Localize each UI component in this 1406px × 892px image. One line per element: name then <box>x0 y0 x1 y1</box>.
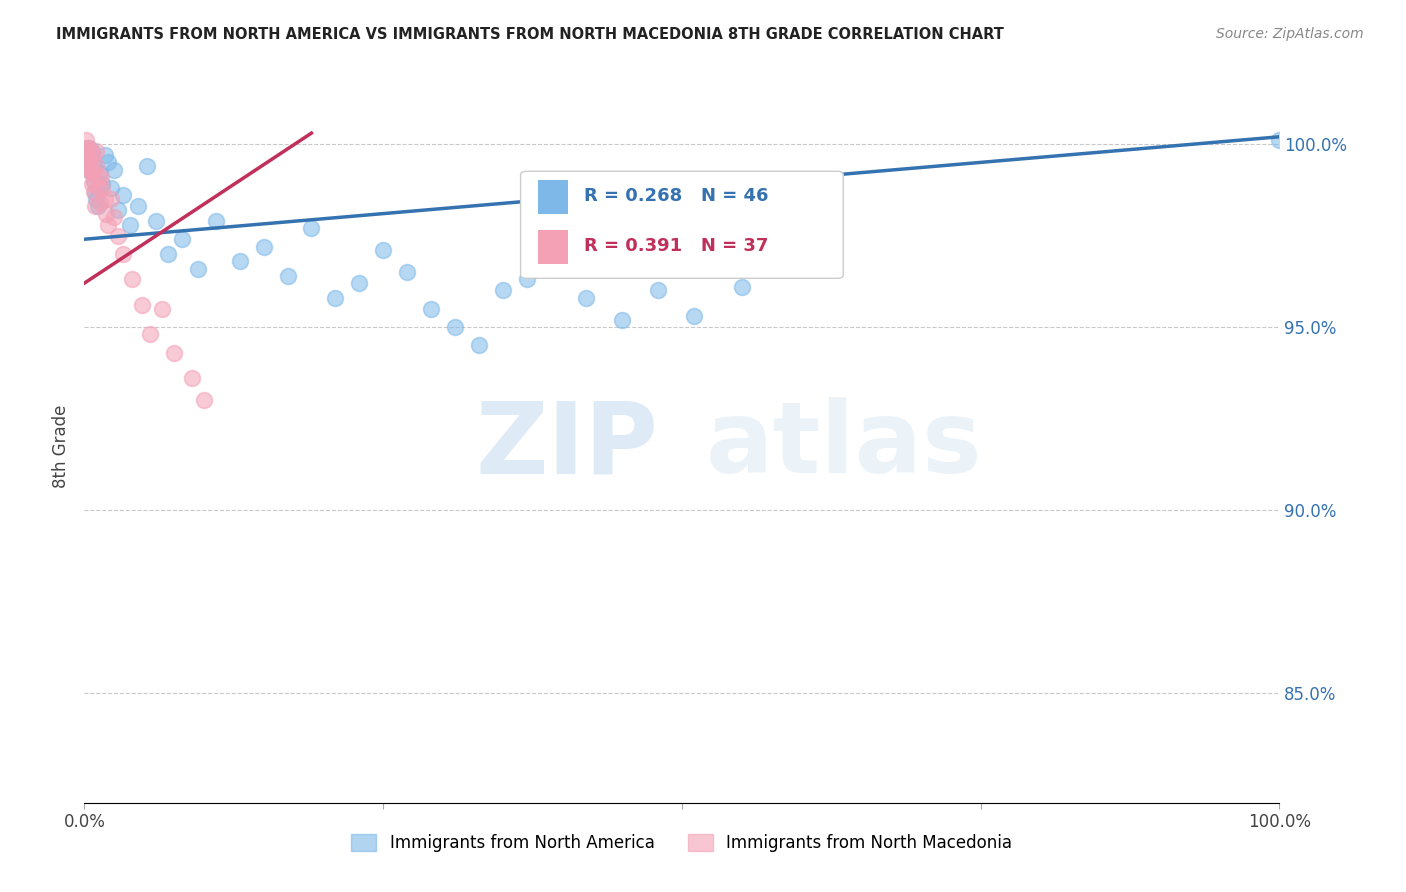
Point <box>396 265 419 279</box>
Point <box>97 155 120 169</box>
Point <box>150 301 173 316</box>
Point <box>100 181 122 195</box>
Text: Source: ZipAtlas.com: Source: ZipAtlas.com <box>1216 27 1364 41</box>
Point <box>84 185 107 199</box>
Point <box>89 166 111 180</box>
Text: R = 0.391   N = 37: R = 0.391 N = 37 <box>583 237 768 255</box>
Point <box>163 345 186 359</box>
Point <box>135 159 157 173</box>
Point <box>145 214 167 228</box>
Point <box>84 199 107 213</box>
Point <box>187 261 209 276</box>
Point <box>157 247 180 261</box>
Point <box>77 162 100 177</box>
Point <box>86 145 108 159</box>
Point <box>86 199 108 213</box>
FancyBboxPatch shape <box>538 180 568 214</box>
Point <box>79 152 101 166</box>
Point <box>373 244 395 258</box>
Point <box>97 218 120 232</box>
Point <box>349 276 371 290</box>
Point <box>93 148 115 162</box>
Point <box>83 174 105 188</box>
Point <box>468 338 491 352</box>
Point <box>76 148 98 162</box>
Point <box>301 221 323 235</box>
Point <box>516 272 538 286</box>
Point <box>76 148 98 162</box>
Text: atlas: atlas <box>706 398 983 494</box>
Point <box>77 162 100 177</box>
Point <box>83 185 105 199</box>
Point <box>111 247 134 261</box>
Point <box>229 254 252 268</box>
Point <box>79 155 101 169</box>
Point <box>731 280 754 294</box>
Point <box>77 141 100 155</box>
Point <box>86 169 108 184</box>
Point <box>118 218 141 232</box>
Point <box>612 312 634 326</box>
Point <box>172 232 194 246</box>
Point <box>139 327 162 342</box>
Point <box>1268 133 1291 147</box>
Point <box>181 371 204 385</box>
Point <box>80 166 103 180</box>
Point <box>277 268 299 283</box>
Point <box>205 214 228 228</box>
Point <box>444 320 467 334</box>
Point <box>100 192 122 206</box>
Point <box>91 181 114 195</box>
Point <box>93 192 115 206</box>
Point <box>80 145 103 159</box>
Point <box>111 188 134 202</box>
Point <box>420 301 443 316</box>
Point <box>75 141 97 155</box>
Point <box>540 247 562 261</box>
Point <box>94 206 117 220</box>
Point <box>683 309 706 323</box>
Point <box>77 141 100 155</box>
Point <box>253 239 276 253</box>
Text: ZIP: ZIP <box>475 398 658 494</box>
Point <box>80 178 103 192</box>
Point <box>91 178 114 192</box>
Point <box>103 162 125 177</box>
Point <box>82 162 104 177</box>
Point <box>76 159 98 173</box>
Point <box>87 181 110 195</box>
FancyBboxPatch shape <box>538 230 568 264</box>
Text: R = 0.268   N = 46: R = 0.268 N = 46 <box>583 187 769 205</box>
Point <box>121 272 143 286</box>
Point <box>83 174 105 188</box>
Point <box>82 159 104 173</box>
Point <box>75 133 97 147</box>
Point <box>131 298 153 312</box>
Point <box>89 195 111 210</box>
Y-axis label: 8th Grade: 8th Grade <box>52 404 70 488</box>
Point <box>127 199 149 213</box>
Point <box>325 291 347 305</box>
Point <box>647 284 669 298</box>
Point <box>86 192 108 206</box>
FancyBboxPatch shape <box>520 171 844 278</box>
Point <box>82 148 104 162</box>
Point <box>107 228 129 243</box>
Point <box>79 145 101 159</box>
Legend: Immigrants from North America, Immigrants from North Macedonia: Immigrants from North America, Immigrant… <box>344 827 1019 859</box>
Point <box>77 152 100 166</box>
Point <box>107 202 129 217</box>
Point <box>103 211 125 225</box>
Point <box>86 159 108 173</box>
Point <box>193 393 215 408</box>
Text: IMMIGRANTS FROM NORTH AMERICA VS IMMIGRANTS FROM NORTH MACEDONIA 8TH GRADE CORRE: IMMIGRANTS FROM NORTH AMERICA VS IMMIGRA… <box>56 27 1004 42</box>
Point <box>492 284 515 298</box>
Point <box>575 291 598 305</box>
Point <box>90 169 112 184</box>
